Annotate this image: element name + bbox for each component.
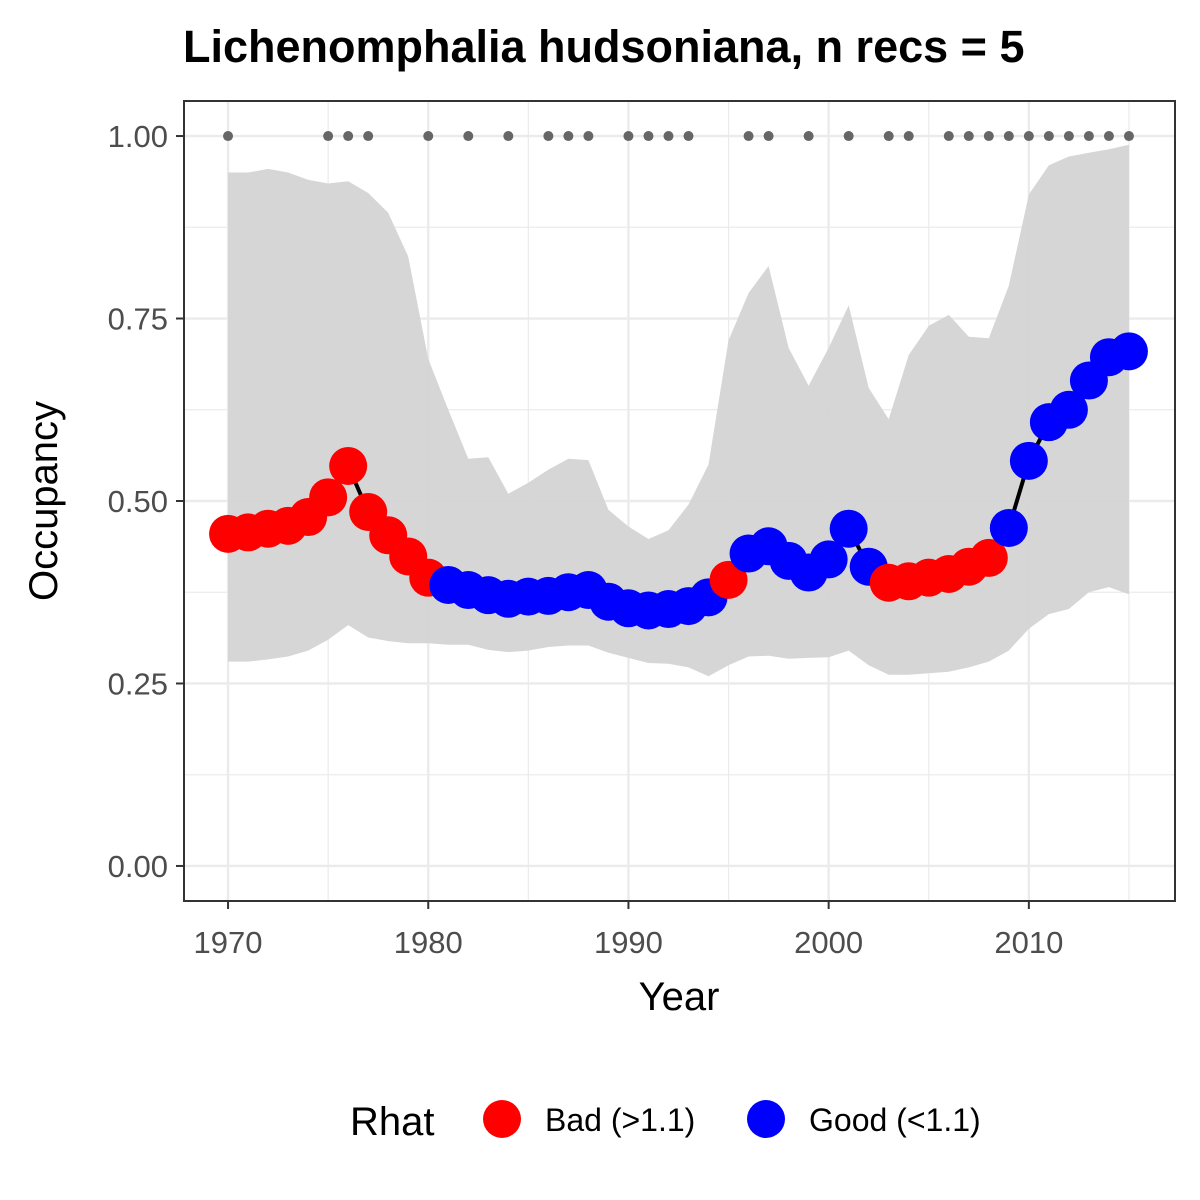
record-dot bbox=[583, 131, 594, 142]
point-bad bbox=[709, 560, 748, 599]
legend-key-bad bbox=[483, 1100, 521, 1138]
point-bad bbox=[309, 478, 348, 517]
x-tick-label: 1990 bbox=[594, 925, 663, 960]
y-tick-label: 0.50 bbox=[108, 484, 168, 519]
record-dot bbox=[803, 131, 814, 142]
record-dot bbox=[683, 131, 694, 142]
x-tick-label: 2000 bbox=[794, 925, 863, 960]
record-dot bbox=[1003, 131, 1014, 142]
record-dot bbox=[563, 131, 574, 142]
record-dot bbox=[843, 131, 854, 142]
legend-title: Rhat bbox=[350, 1100, 435, 1144]
ribbon-area bbox=[228, 144, 1129, 677]
record-dot bbox=[503, 131, 514, 142]
y-tick-label: 0.75 bbox=[108, 302, 168, 337]
point-good bbox=[809, 540, 848, 579]
record-dot bbox=[1083, 131, 1094, 142]
record-dots bbox=[223, 131, 1134, 142]
record-dot bbox=[943, 131, 954, 142]
record-dot bbox=[323, 131, 334, 142]
point-bad bbox=[969, 538, 1008, 577]
record-dot bbox=[763, 131, 774, 142]
record-dot bbox=[623, 131, 634, 142]
record-dot bbox=[543, 131, 554, 142]
y-axis: 0.00 0.25 0.50 0.75 1.00 bbox=[108, 119, 184, 884]
point-good bbox=[1009, 441, 1048, 480]
record-dot bbox=[743, 131, 754, 142]
record-dot bbox=[663, 131, 674, 142]
record-dot bbox=[1043, 131, 1054, 142]
record-dot bbox=[883, 131, 894, 142]
record-dot bbox=[1063, 131, 1074, 142]
point-good bbox=[1049, 390, 1088, 429]
x-tick-label: 2010 bbox=[994, 925, 1063, 960]
point-good bbox=[829, 509, 868, 548]
record-dot bbox=[1103, 131, 1114, 142]
record-dot bbox=[223, 131, 234, 142]
record-dot bbox=[423, 131, 434, 142]
y-tick-label: 0.00 bbox=[108, 849, 168, 884]
occupancy-points bbox=[209, 332, 1148, 630]
point-bad bbox=[329, 446, 368, 485]
record-dot bbox=[463, 131, 474, 142]
record-dot bbox=[963, 131, 974, 142]
y-tick-label: 0.25 bbox=[108, 666, 168, 701]
x-axis: 1970 1980 1990 2000 2010 bbox=[194, 901, 1063, 960]
y-axis-label: Occupancy bbox=[22, 401, 66, 601]
point-good bbox=[989, 509, 1028, 548]
record-dot bbox=[1123, 131, 1134, 142]
x-tick-label: 1970 bbox=[194, 925, 263, 960]
legend-label-good: Good (<1.1) bbox=[809, 1102, 981, 1138]
point-good bbox=[1109, 332, 1148, 371]
record-dot bbox=[983, 131, 994, 142]
record-dot bbox=[1023, 131, 1034, 142]
x-axis-label: Year bbox=[639, 975, 720, 1019]
x-tick-label: 1980 bbox=[394, 925, 463, 960]
record-dot bbox=[903, 131, 914, 142]
chart-title: Lichenomphalia hudsoniana, n recs = 5 bbox=[183, 21, 1024, 72]
record-dot bbox=[363, 131, 374, 142]
legend-label-bad: Bad (>1.1) bbox=[545, 1102, 695, 1138]
y-tick-label: 1.00 bbox=[108, 119, 168, 154]
legend: Rhat Bad (>1.1) Good (<1.1) bbox=[350, 1100, 981, 1144]
record-dot bbox=[343, 131, 354, 142]
record-dot bbox=[643, 131, 654, 142]
legend-key-good bbox=[747, 1100, 785, 1138]
confidence-ribbon bbox=[228, 144, 1129, 677]
